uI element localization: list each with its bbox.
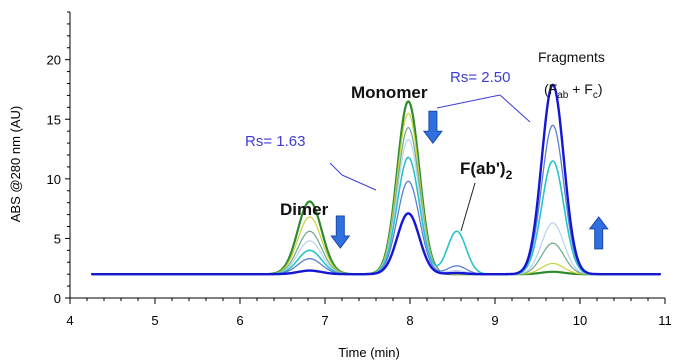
fragments-mid: + F xyxy=(568,81,593,97)
x-tick-label: 5 xyxy=(151,313,158,328)
fragments-close: ) xyxy=(598,81,603,97)
arrow-down-icon xyxy=(330,215,351,249)
x-tick-label: 6 xyxy=(236,313,243,328)
fab2-sub: 2 xyxy=(506,168,513,182)
x-tick-label: 10 xyxy=(573,313,587,328)
fab2-main: F(ab') xyxy=(460,159,506,178)
fragments-title: Fragments xyxy=(538,49,605,65)
rs2-label: Rs= 2.50 xyxy=(450,69,510,86)
arrow-down-icon xyxy=(422,110,443,145)
fragments-sub-c: c xyxy=(593,90,598,101)
rs1-leader-1 xyxy=(329,162,343,176)
monomer-label: Monomer xyxy=(351,83,428,102)
y-axis-title: ABS @280 nm (AU) xyxy=(8,106,23,223)
y-tick-label: 0 xyxy=(54,291,61,306)
y-tick-label: 15 xyxy=(47,112,61,127)
rs2-leader-2 xyxy=(499,94,531,123)
series-group xyxy=(90,83,662,276)
y-tick-label: 20 xyxy=(47,53,61,68)
arrow-up-icon xyxy=(588,216,609,250)
fab2-label: F(ab')2 xyxy=(460,159,513,182)
series-line-7 xyxy=(90,83,662,276)
x-tick-label: 4 xyxy=(66,313,73,328)
y-tick-label: 10 xyxy=(47,172,61,187)
fab2-leader xyxy=(460,182,476,232)
arrows xyxy=(330,110,609,250)
axes: 4 5 6 7 8 9 10 11 0 5 10 15 20 xyxy=(47,11,672,328)
annotation-lines xyxy=(329,94,531,232)
dimer-label: Dimer xyxy=(280,200,329,219)
fragments-sub-ab: ab xyxy=(557,90,569,101)
rs1-label: Rs= 1.63 xyxy=(245,133,305,150)
x-tick-label: 7 xyxy=(321,313,328,328)
rs1-leader-2 xyxy=(341,174,377,191)
fragments-open: (F xyxy=(544,81,557,97)
rs2-leader-1 xyxy=(436,94,501,109)
x-tick-label: 11 xyxy=(658,313,672,328)
y-tick-label: 5 xyxy=(54,231,61,246)
fragments-composition: (Fab + Fc) xyxy=(544,81,603,101)
annotations: Dimer Monomer F(ab')2 Rs= 1.63 Rs= 2.50 … xyxy=(245,49,605,219)
x-axis-title: Time (min) xyxy=(338,345,400,360)
x-tick-label: 8 xyxy=(406,313,413,328)
x-tick-label: 9 xyxy=(491,313,498,328)
